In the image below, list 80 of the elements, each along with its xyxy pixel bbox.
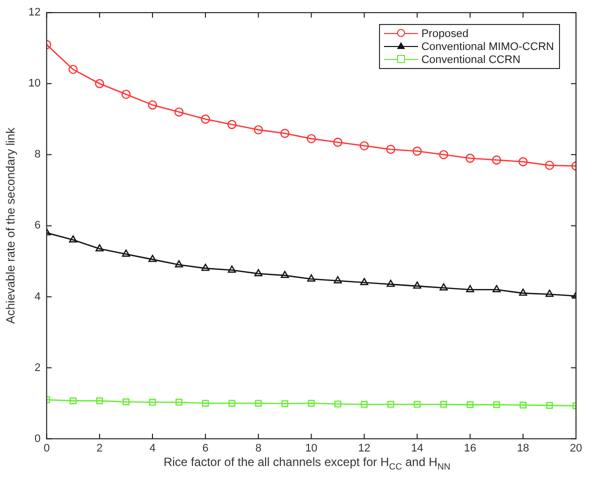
point bbox=[176, 398, 182, 406]
point bbox=[68, 64, 78, 74]
point bbox=[440, 400, 448, 408]
point bbox=[439, 150, 448, 160]
point bbox=[333, 138, 342, 147]
y-tick-label: 10 bbox=[28, 78, 41, 90]
point bbox=[413, 281, 422, 289]
point bbox=[122, 250, 130, 257]
point bbox=[307, 274, 316, 282]
x-axis-title: Rice factor of the all channels except for H$_{CC}$ and H$_{NN}$ bbox=[162, 455, 452, 472]
point bbox=[254, 269, 262, 276]
point bbox=[280, 128, 290, 138]
point bbox=[386, 144, 396, 154]
y-tick-label: 6 bbox=[34, 220, 41, 232]
point bbox=[360, 400, 368, 408]
legend-label: Conventional MIMO-CCRN bbox=[421, 40, 554, 52]
point bbox=[94, 79, 104, 88]
legend-label: Proposed bbox=[421, 28, 468, 40]
point bbox=[308, 400, 315, 407]
point bbox=[281, 400, 288, 408]
point bbox=[545, 290, 554, 297]
point bbox=[492, 285, 501, 292]
point bbox=[386, 280, 395, 287]
point bbox=[148, 254, 157, 262]
x-tick-label: 10 bbox=[305, 442, 318, 454]
point bbox=[202, 400, 209, 407]
point bbox=[387, 400, 394, 408]
x-tick-label: 6 bbox=[202, 442, 209, 454]
point bbox=[493, 401, 500, 408]
y-axis-title: Achievable rate of the secondary link bbox=[4, 126, 18, 324]
y-tick-label: 12 bbox=[28, 6, 41, 19]
point bbox=[440, 283, 448, 290]
y-tick-label: 8 bbox=[34, 148, 41, 161]
point bbox=[227, 120, 237, 130]
point bbox=[149, 398, 156, 406]
y-tick-label: 0 bbox=[34, 432, 41, 445]
point bbox=[519, 288, 528, 296]
point bbox=[544, 160, 554, 170]
point bbox=[254, 400, 262, 407]
x-tick-label: 2 bbox=[96, 442, 103, 454]
point bbox=[70, 397, 77, 404]
point bbox=[148, 100, 158, 110]
point bbox=[466, 285, 474, 292]
x-tick-label: 4 bbox=[149, 442, 156, 454]
y-tick-label: 2 bbox=[34, 362, 41, 374]
point bbox=[546, 402, 553, 409]
x-tick-label: 18 bbox=[516, 442, 530, 454]
point bbox=[520, 402, 526, 408]
y-tick-label: 4 bbox=[34, 290, 41, 303]
point bbox=[412, 146, 422, 156]
x-tick-label: 14 bbox=[411, 442, 424, 454]
point bbox=[201, 264, 210, 271]
x-tick-label: 20 bbox=[570, 442, 582, 454]
point bbox=[69, 235, 78, 243]
point bbox=[334, 276, 342, 284]
point bbox=[228, 400, 236, 407]
point bbox=[121, 90, 131, 99]
point bbox=[306, 134, 316, 144]
point bbox=[492, 155, 502, 165]
x-tick-label: 16 bbox=[464, 442, 476, 454]
point bbox=[360, 278, 368, 286]
point bbox=[360, 141, 369, 150]
point bbox=[174, 260, 184, 268]
point bbox=[466, 154, 475, 163]
point bbox=[228, 265, 236, 273]
point bbox=[96, 397, 103, 404]
point bbox=[280, 270, 289, 278]
x-tick-label: 8 bbox=[255, 442, 262, 454]
point bbox=[200, 114, 210, 124]
point bbox=[254, 125, 263, 134]
point bbox=[122, 398, 130, 406]
point bbox=[334, 400, 342, 408]
point bbox=[466, 401, 474, 408]
legend-label: Conventional CCRN bbox=[421, 54, 520, 66]
x-tick-label: 12 bbox=[358, 442, 370, 454]
point bbox=[518, 157, 528, 166]
point bbox=[96, 244, 104, 252]
x-tick-label: 0 bbox=[44, 442, 50, 454]
point bbox=[174, 107, 184, 117]
point bbox=[414, 400, 421, 408]
